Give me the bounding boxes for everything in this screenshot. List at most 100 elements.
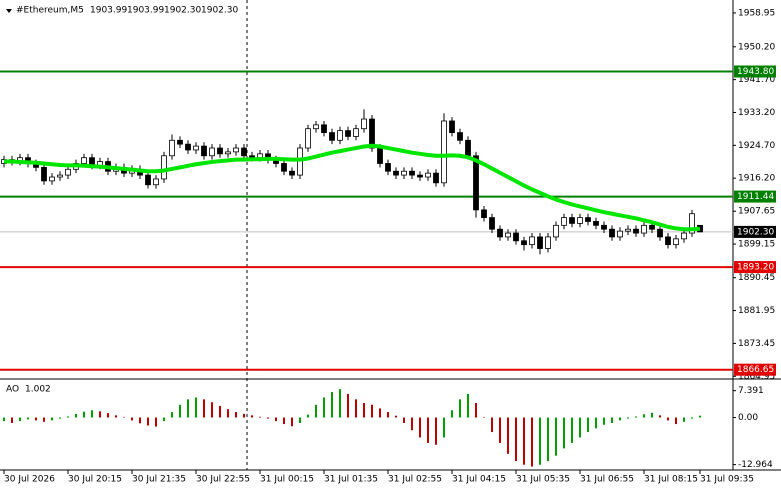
ao-bar bbox=[467, 393, 469, 418]
level-label-box bbox=[734, 190, 776, 203]
candle-body bbox=[185, 143, 191, 151]
ao-bar bbox=[267, 417, 269, 419]
x-tick-label: 30 Jul 21:35 bbox=[132, 475, 186, 485]
ao-bar bbox=[283, 417, 285, 425]
ao-bar bbox=[419, 417, 421, 438]
candle-body bbox=[409, 170, 415, 176]
candle-body bbox=[201, 145, 207, 157]
candle-body bbox=[153, 178, 159, 186]
candle-body bbox=[305, 128, 311, 149]
ao-bar bbox=[75, 413, 77, 418]
candle-body bbox=[553, 224, 559, 238]
candle-body bbox=[665, 236, 671, 246]
indicator-value: 1.002 bbox=[25, 385, 51, 395]
candle-body bbox=[625, 228, 631, 232]
ao-bar bbox=[3, 417, 5, 422]
candle-body bbox=[417, 174, 423, 178]
candle-body bbox=[489, 217, 495, 230]
ao-bar bbox=[27, 417, 29, 420]
candle-body bbox=[473, 155, 479, 211]
candle-body bbox=[337, 130, 343, 141]
ao-bar bbox=[435, 417, 437, 445]
ao-y-tick-label: 7.391 bbox=[738, 386, 764, 396]
x-tick-label: 31 Jul 05:35 bbox=[516, 475, 570, 485]
ao-bar bbox=[587, 417, 589, 433]
ao-bar bbox=[99, 411, 101, 418]
candle-body bbox=[449, 120, 455, 133]
candle-body bbox=[81, 157, 87, 164]
ao-bar bbox=[299, 417, 301, 423]
candle-body bbox=[353, 128, 359, 137]
candle-body bbox=[441, 120, 447, 184]
ao-bar bbox=[91, 410, 93, 418]
ao-bar bbox=[403, 417, 405, 423]
candle-body bbox=[641, 224, 647, 234]
ao-bar bbox=[315, 404, 317, 418]
ao-bar bbox=[411, 417, 413, 431]
candle-body bbox=[41, 166, 47, 182]
ao-bar bbox=[539, 417, 541, 465]
ao-bar bbox=[227, 409, 229, 418]
ao-bar bbox=[579, 417, 581, 438]
ao-bar bbox=[251, 415, 253, 418]
ao-bar bbox=[603, 417, 605, 425]
candle-body bbox=[145, 174, 151, 186]
y-tick-label: 1881.95 bbox=[738, 306, 775, 316]
y-tick-label: 1899.15 bbox=[738, 240, 775, 250]
ao-bar bbox=[699, 415, 701, 418]
x-tick-label: 31 Jul 08:15 bbox=[644, 475, 698, 485]
ao-bar bbox=[115, 415, 117, 418]
ao-bar bbox=[107, 413, 109, 418]
ao-bar bbox=[499, 417, 501, 443]
x-tick-label: 31 Jul 04:15 bbox=[452, 475, 506, 485]
candle-body bbox=[49, 176, 55, 182]
candle-body bbox=[321, 124, 327, 133]
y-tick-label: 1873.45 bbox=[738, 339, 775, 349]
candle-body bbox=[529, 236, 535, 246]
moving-average bbox=[4, 143, 701, 232]
ao-bar bbox=[475, 402, 477, 418]
y-tick-label: 1933.20 bbox=[738, 108, 775, 118]
candle-body bbox=[465, 139, 471, 157]
ao-bar bbox=[19, 417, 21, 422]
candle-body bbox=[225, 151, 231, 155]
candle-body bbox=[497, 228, 503, 238]
ao-bar bbox=[427, 417, 429, 443]
x-tick-label: 30 Jul 22:55 bbox=[196, 475, 250, 485]
ao-bar bbox=[259, 416, 261, 418]
candle-body bbox=[289, 170, 295, 176]
candle-body bbox=[673, 238, 679, 246]
candle-body bbox=[401, 170, 407, 176]
ao-y-tick-label: 0.00 bbox=[738, 413, 758, 423]
candle-body bbox=[513, 232, 519, 242]
ao-bar bbox=[155, 417, 157, 427]
y-tick-label: 1941.70 bbox=[738, 75, 775, 85]
candle-body bbox=[545, 236, 551, 249]
ao-bar bbox=[131, 417, 133, 421]
ao-bar bbox=[171, 412, 173, 418]
ao-bar bbox=[659, 415, 661, 418]
current-price-box bbox=[734, 225, 776, 238]
level-label: 1911.44 bbox=[737, 192, 774, 202]
ao-bar bbox=[363, 402, 365, 418]
y-tick-label: 1890.45 bbox=[738, 273, 775, 283]
ao-bar bbox=[43, 417, 45, 422]
candle-body bbox=[313, 124, 319, 130]
ao-bar bbox=[651, 412, 653, 418]
ao-bar bbox=[331, 392, 333, 418]
candle-body bbox=[65, 168, 71, 176]
candle-body bbox=[385, 163, 391, 172]
candle-body bbox=[209, 147, 215, 157]
candle-body bbox=[57, 174, 63, 178]
candle-body bbox=[569, 217, 575, 224]
ao-bar bbox=[203, 399, 205, 418]
ao-bar bbox=[547, 417, 549, 462]
ao-y-tick-label: -12.964 bbox=[738, 460, 773, 470]
ao-bar bbox=[179, 404, 181, 418]
ao-bar bbox=[59, 417, 61, 419]
x-tick-label: 31 Jul 06:55 bbox=[580, 475, 634, 485]
ao-bar bbox=[675, 417, 677, 425]
candle-body bbox=[177, 139, 183, 145]
ao-bar bbox=[387, 412, 389, 418]
candle-body bbox=[633, 228, 639, 234]
